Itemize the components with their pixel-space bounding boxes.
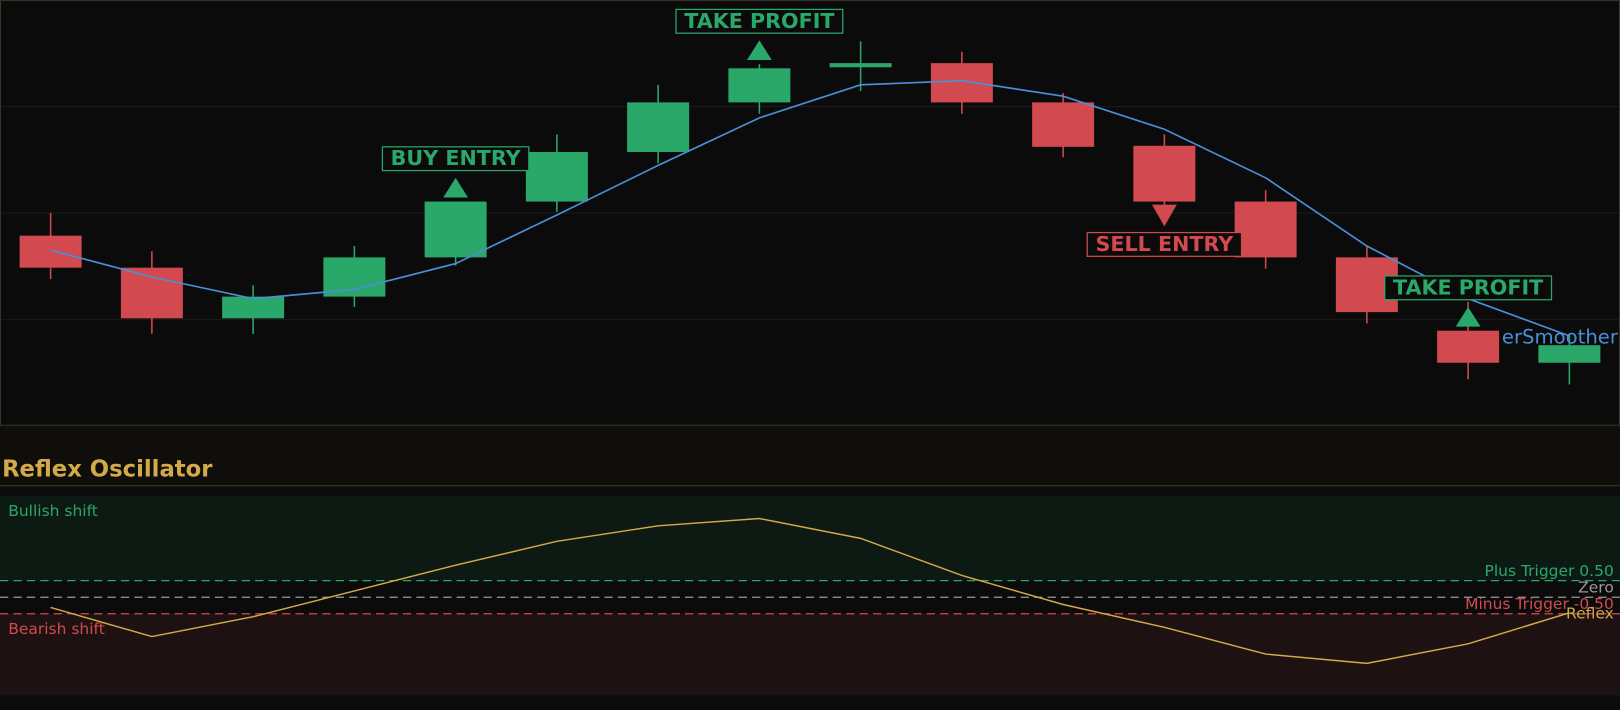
candle-body	[728, 68, 791, 103]
reflex-line	[50, 517, 1570, 665]
candle-body	[1437, 330, 1500, 363]
signal-arrow	[443, 177, 469, 198]
candle-body	[525, 151, 588, 202]
signal-label: BUY ENTRY	[391, 146, 522, 170]
candle-body	[930, 63, 993, 103]
panel-separator	[0, 425, 1620, 486]
zone-label: Bullish shift	[8, 502, 98, 520]
signal-arrow	[1151, 204, 1177, 227]
price-frame	[0, 0, 1620, 426]
candle-body	[627, 102, 690, 152]
candle-body	[1234, 201, 1297, 258]
candle-body	[1032, 102, 1095, 147]
signal-box	[381, 146, 530, 172]
candle-body	[829, 63, 892, 68]
signal-box	[1086, 231, 1243, 257]
bottom-strip	[0, 695, 1620, 710]
candle-body	[1133, 145, 1196, 202]
signal-box	[675, 8, 844, 34]
zone-label: Bearish shift	[8, 620, 105, 638]
oscillator-title: Reflex Oscillator	[2, 457, 213, 483]
bearish-zone	[0, 613, 1620, 696]
bullish-zone	[0, 496, 1620, 581]
candle-body	[424, 201, 487, 258]
level-label: Zero	[1578, 578, 1614, 596]
signal-box	[1384, 275, 1553, 301]
candle-body	[1538, 345, 1601, 363]
level-label: Plus Trigger 0.50	[1485, 562, 1614, 580]
signal-label: SELL ENTRY	[1096, 232, 1235, 256]
signal-label: TAKE PROFIT	[684, 9, 834, 33]
signal-arrow	[746, 40, 772, 61]
signal-label: TAKE PROFIT	[1393, 275, 1543, 299]
series-label: Reflex	[1566, 604, 1614, 622]
signal-arrow	[1455, 306, 1481, 327]
smoother-line	[50, 79, 1570, 337]
series-label: erSmoother	[1502, 325, 1619, 348]
candle-body	[222, 296, 285, 319]
candle-body	[120, 267, 183, 319]
candle-body	[19, 235, 82, 268]
level-label: Minus Trigger -0.50	[1465, 595, 1614, 613]
